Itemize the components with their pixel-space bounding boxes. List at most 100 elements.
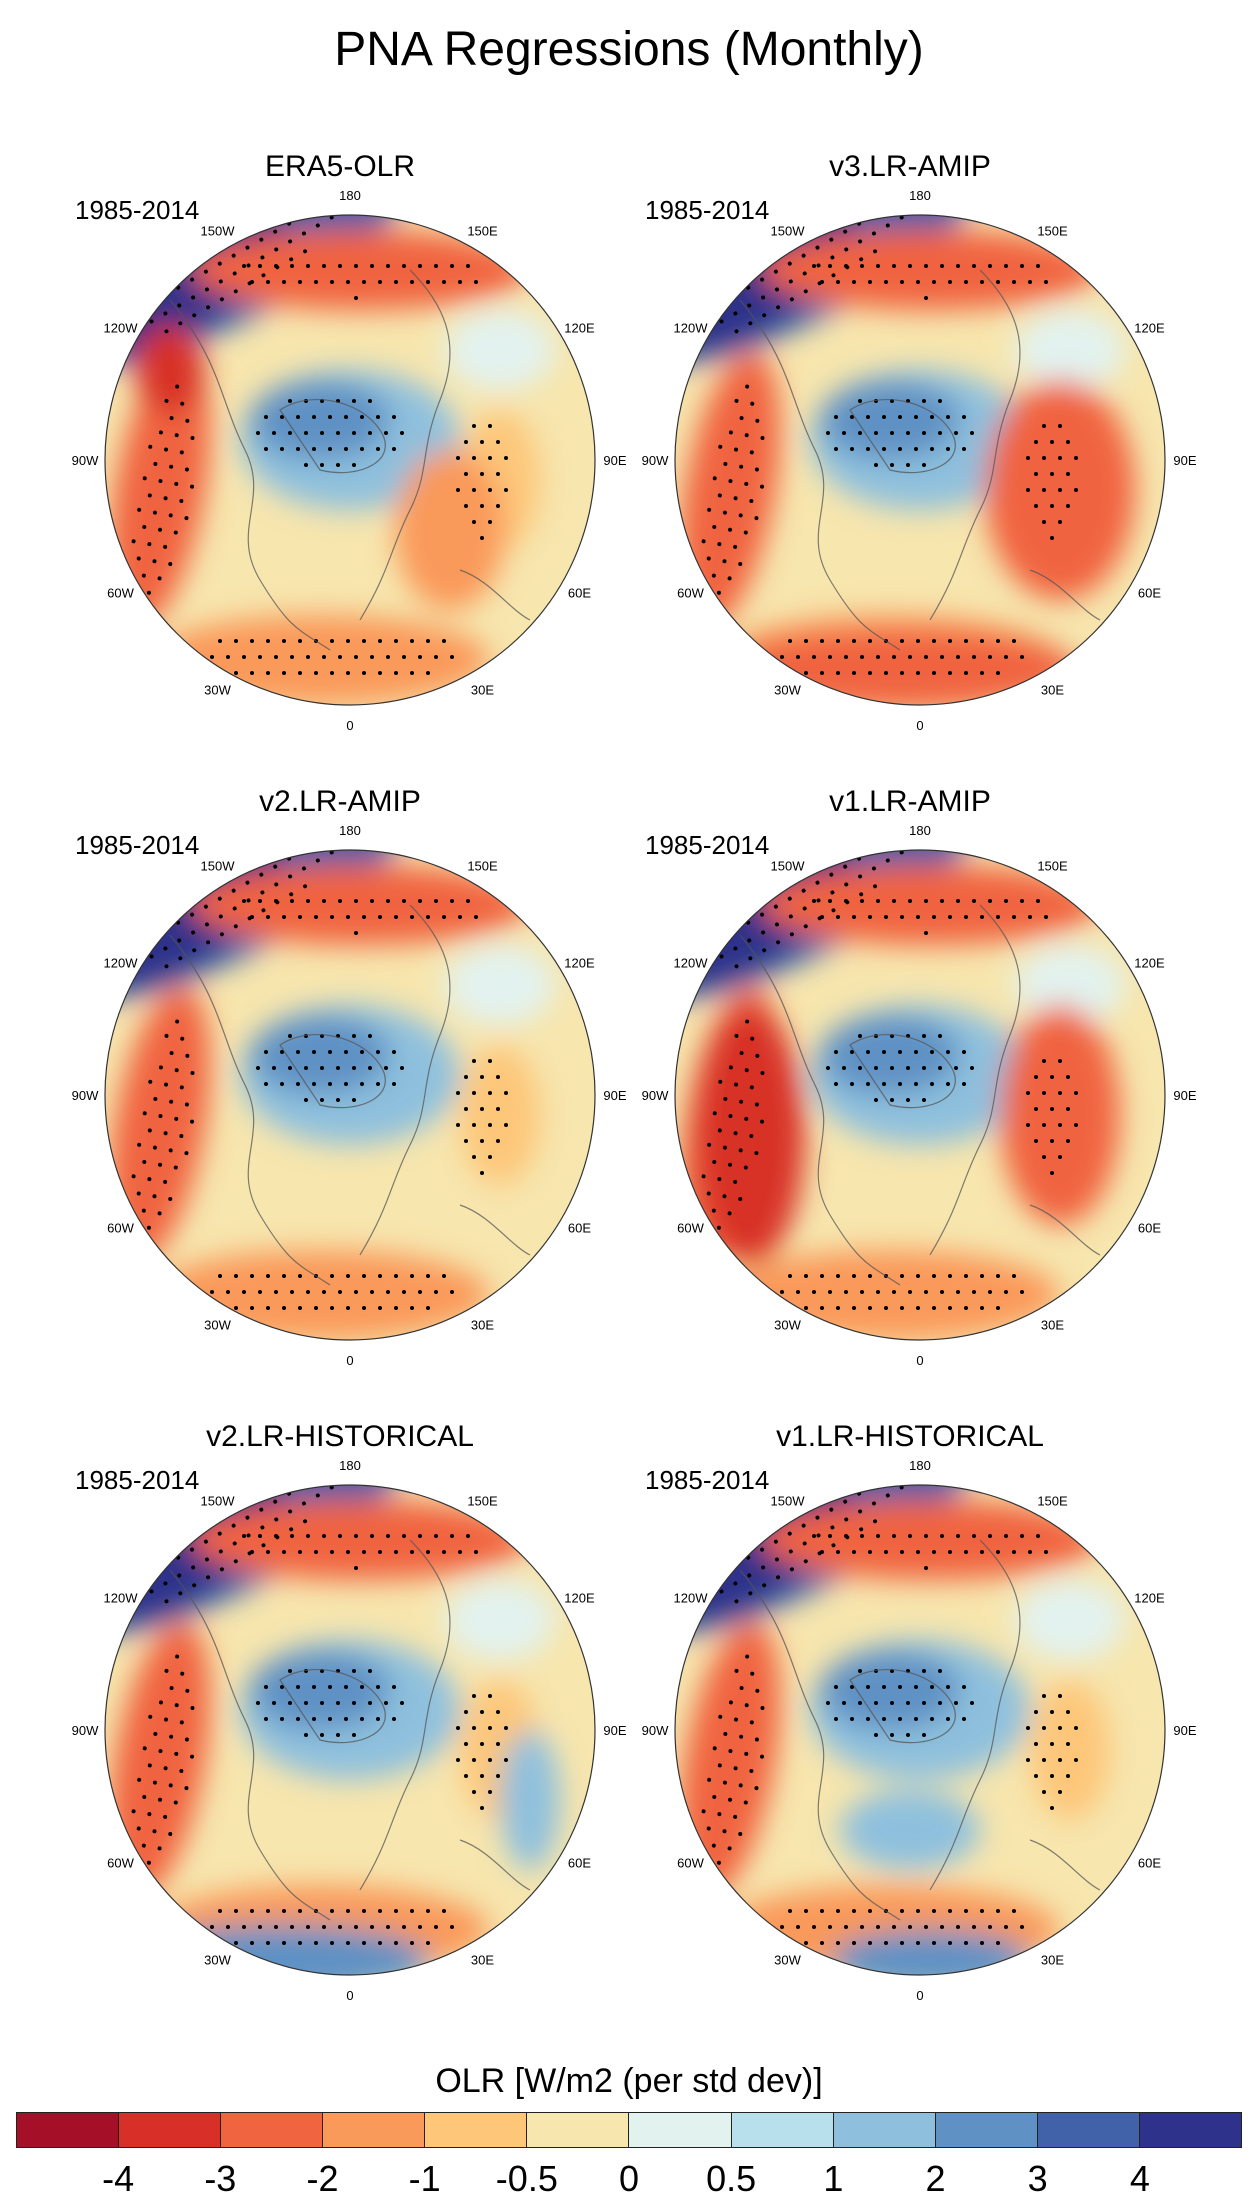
significance-stipple bbox=[826, 1034, 974, 1102]
polar-map: 180 150E 120E 90E 60E 30E 0 30W 60W 90W 120W 150W bbox=[642, 1458, 1197, 2003]
strong-positive-anomaly bbox=[135, 325, 205, 415]
longitude-label: 60E bbox=[1138, 1221, 1161, 1236]
longitude-label: 60E bbox=[568, 1221, 591, 1236]
panel-title: v3.LR-AMIP bbox=[829, 150, 991, 183]
longitude-label: 0 bbox=[346, 718, 353, 733]
positive-anomaly-arc-north bbox=[760, 230, 1100, 310]
positive-anomaly-east bbox=[1030, 1680, 1110, 1820]
colorbar-box bbox=[527, 2113, 630, 2147]
coastlines bbox=[739, 904, 1101, 1286]
map-boundary bbox=[674, 1484, 1166, 1976]
colorbar-box bbox=[119, 2113, 222, 2147]
polar-map: 180 150E 120E 90E 60E 30E 0 30W 60W 90W 120W 150W bbox=[72, 1458, 627, 2003]
significance-stipple bbox=[701, 1019, 765, 1230]
longitude-label: 120E bbox=[1134, 956, 1165, 971]
longitude-label: 180 bbox=[909, 823, 931, 838]
significance-stipple bbox=[131, 1019, 195, 1230]
weak-negative-anomaly bbox=[445, 310, 555, 390]
longitude-label: 120E bbox=[564, 956, 595, 971]
longitude-label: 60W bbox=[677, 1221, 704, 1236]
positive-anomaly-south bbox=[150, 1250, 490, 1340]
positive-anomaly-south bbox=[720, 630, 1080, 705]
map-boundary bbox=[104, 214, 596, 706]
colorbar-box bbox=[833, 2113, 936, 2147]
longitude-label: 90E bbox=[603, 1088, 626, 1103]
longitude-label: 90W bbox=[72, 1723, 99, 1738]
map-panel-v2-hist: 180 150E 120E 90E 60E 30E 0 30W 60W 90W 120W 150W v2… bbox=[30, 1420, 650, 2040]
polar-map: 180 150E 120E 90E 60E 30E 0 30W 60W 90W 120W 150W bbox=[72, 823, 627, 1368]
longitude-label: 30W bbox=[204, 1317, 231, 1332]
longitude-label: 60W bbox=[107, 586, 134, 601]
panel-period: 1985-2014 bbox=[645, 195, 770, 225]
longitude-label: 180 bbox=[909, 188, 931, 203]
weak-negative-anomaly bbox=[445, 1580, 555, 1660]
colorbar-box bbox=[731, 2113, 834, 2147]
coastlines bbox=[739, 269, 1101, 651]
panel-period: 1985-2014 bbox=[645, 1465, 770, 1495]
weak-negative-anomaly bbox=[1015, 945, 1125, 1025]
positive-anomaly-arc-north bbox=[190, 1500, 530, 1580]
longitude-label: 30W bbox=[204, 1952, 231, 1967]
longitude-label: 0 bbox=[916, 718, 923, 733]
colorbar-tick-label: 1 bbox=[823, 2158, 844, 2199]
figure-title: PNA Regressions (Monthly) bbox=[334, 23, 924, 76]
longitude-label: 0 bbox=[346, 1988, 353, 2003]
panel-period: 1985-2014 bbox=[75, 1465, 200, 1495]
significance-stipple bbox=[242, 1534, 478, 1570]
positive-anomaly-east bbox=[1000, 1005, 1120, 1225]
negative-anomaly-east bbox=[500, 1730, 560, 1870]
significance-stipple bbox=[456, 1059, 508, 1175]
weak-negative-anomaly bbox=[1015, 310, 1125, 390]
longitude-label: 0 bbox=[916, 1353, 923, 1368]
longitude-label: 90W bbox=[642, 453, 669, 468]
longitude-label: 90E bbox=[1173, 453, 1196, 468]
longitude-label: 150E bbox=[1037, 859, 1068, 874]
map-panel-v2-amip: 180 150E 120E 90E 60E 30E 0 30W 60W 90W 120W 150W v2… bbox=[30, 785, 650, 1405]
colorbar-box bbox=[1139, 2113, 1241, 2147]
positive-anomaly-west bbox=[109, 1621, 211, 1899]
map-panel-era5: 180 150E 120E 90E 60E 30E 0 30W 60W 90W 120W 150W ER… bbox=[30, 150, 650, 770]
polar-negative-core bbox=[820, 1650, 960, 1730]
longitude-label: 120E bbox=[1134, 1591, 1165, 1606]
colorbar bbox=[16, 2112, 1242, 2148]
longitude-label: 90E bbox=[603, 453, 626, 468]
positive-anomaly-arc-north bbox=[190, 865, 530, 945]
colorbar-tick-label: -0.5 bbox=[495, 2158, 558, 2199]
longitude-label: 30E bbox=[1041, 1952, 1064, 1967]
longitude-label: 120W bbox=[674, 1591, 709, 1606]
coastlines bbox=[169, 1539, 531, 1921]
positive-anomaly-south bbox=[720, 1250, 1060, 1340]
colorbar-tick-label: -3 bbox=[204, 2158, 237, 2199]
panel-title: ERA5-OLR bbox=[264, 150, 416, 183]
colorbar-tick-label: 3 bbox=[1027, 2158, 1048, 2199]
positive-anomaly-arc-north bbox=[760, 1500, 1100, 1580]
colorbar-box bbox=[629, 2113, 732, 2147]
polar-negative-core bbox=[250, 1650, 390, 1730]
polar-map: 180 150E 120E 90E 60E 30E 0 30W 60W 90W 120W 150W bbox=[642, 188, 1197, 733]
longitude-label: 30E bbox=[471, 1952, 494, 1967]
positive-anomaly-west bbox=[679, 351, 781, 629]
positive-anomaly-east bbox=[395, 450, 505, 610]
longitude-label: 180 bbox=[909, 1458, 931, 1473]
longitude-label: 60W bbox=[677, 1856, 704, 1871]
longitude-label: 150W bbox=[771, 224, 806, 239]
colorbar-tick-label: -4 bbox=[102, 2158, 135, 2199]
colorbar-tick-label: 0.5 bbox=[706, 2158, 757, 2199]
map-boundary bbox=[104, 1484, 596, 1976]
longitude-label: 90E bbox=[603, 1723, 626, 1738]
polar-negative-core bbox=[820, 380, 960, 460]
longitude-label: 90W bbox=[642, 1088, 669, 1103]
map-panel-v3-amip: 180 150E 120E 90E 60E 30E 0 30W 60W 90W 120W 150W v3… bbox=[600, 150, 1220, 770]
longitude-label: 150E bbox=[467, 1494, 498, 1509]
map-boundary bbox=[674, 214, 1166, 706]
colorbar-box bbox=[1037, 2113, 1140, 2147]
longitude-label: 150E bbox=[467, 224, 498, 239]
longitude-label: 90E bbox=[1173, 1088, 1196, 1103]
significance-stipple bbox=[456, 424, 508, 540]
map-boundary bbox=[104, 849, 596, 1341]
negative-anomaly-atlantic bbox=[130, 1925, 430, 1975]
significance-stipple bbox=[242, 264, 478, 300]
positive-anomaly-east bbox=[460, 1045, 540, 1185]
positive-anomaly-south bbox=[150, 615, 490, 705]
longitude-label: 60E bbox=[568, 586, 591, 601]
